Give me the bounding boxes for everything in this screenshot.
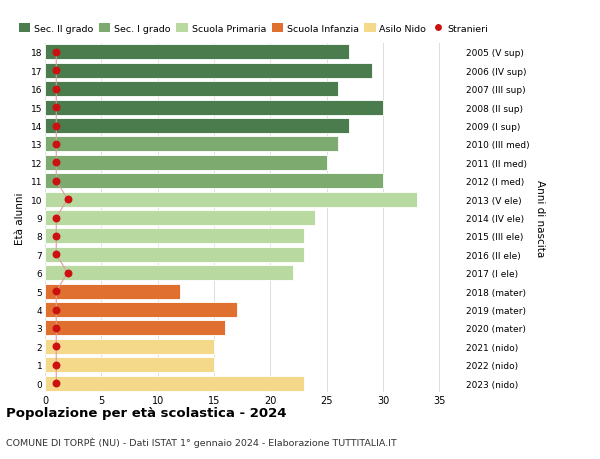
Point [52,104,61,112]
Point [52,214,61,222]
Bar [45,266,293,280]
Bar [45,302,236,317]
Bar [45,64,372,78]
Bar [45,321,226,336]
Bar [45,211,316,225]
Bar [45,101,383,115]
Bar [45,339,214,354]
Point [52,251,61,258]
Bar [45,45,349,60]
Bar [45,174,383,189]
Bar [45,156,327,170]
Point [63,196,73,203]
Point [52,67,61,75]
Point [52,306,61,313]
Point [52,343,61,350]
Bar [45,192,417,207]
Point [52,178,61,185]
Legend: Sec. II grado, Sec. I grado, Scuola Primaria, Scuola Infanzia, Asilo Nido, Stran: Sec. II grado, Sec. I grado, Scuola Prim… [17,22,490,35]
Point [52,159,61,167]
Point [52,380,61,387]
Y-axis label: Età alunni: Età alunni [15,192,25,244]
Point [52,288,61,295]
Point [52,141,61,148]
Point [52,86,61,93]
Point [52,361,61,369]
Bar [45,247,304,262]
Text: Popolazione per età scolastica - 2024: Popolazione per età scolastica - 2024 [6,406,287,419]
Bar [45,82,338,97]
Bar [45,284,180,299]
Bar [45,229,304,244]
Bar [45,137,338,152]
Point [52,49,61,56]
Point [52,233,61,240]
Bar [45,358,214,372]
Text: COMUNE DI TORPÈ (NU) - Dati ISTAT 1° gennaio 2024 - Elaborazione TUTTITALIA.IT: COMUNE DI TORPÈ (NU) - Dati ISTAT 1° gen… [6,437,397,448]
Point [52,325,61,332]
Bar [45,376,304,391]
Point [63,269,73,277]
Point [52,123,61,130]
Bar [45,119,349,134]
Y-axis label: Anni di nascita: Anni di nascita [535,179,545,257]
